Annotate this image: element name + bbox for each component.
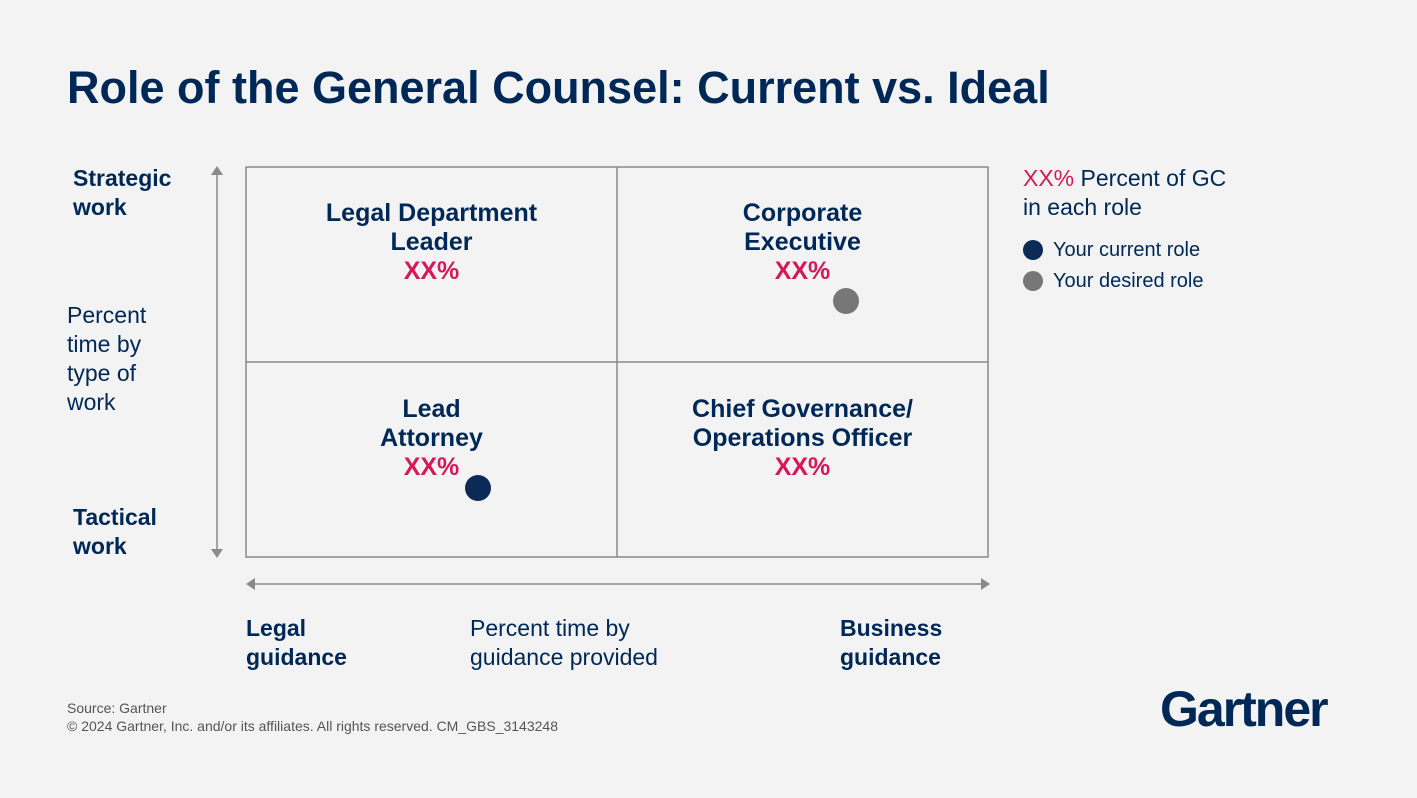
y-top: Strategic work [73,164,171,222]
text: Corporate [742,199,863,227]
text: type of [67,360,137,386]
legend-item: Your desired role [1053,270,1204,292]
text: work [73,194,127,220]
text: guidance [246,644,347,670]
desired-dot [833,288,859,314]
x-left: Legal guidance [246,614,347,672]
percent: XX% [403,257,460,285]
text: time by [67,331,142,357]
percent: XX% [774,453,831,481]
quadrant: Legal Department Leader XX% [246,199,617,286]
text: Lead [402,395,461,423]
percent: XX% [774,257,831,285]
text: work [67,389,116,415]
text: Legal Department [325,199,538,227]
text: Attorney [380,424,483,452]
x-right: Business guidance [840,614,942,672]
title: Role of the General Counsel: Current vs.… [67,62,1050,113]
legend-key: XX% Percent of GC in each role [1023,164,1226,222]
arrow-head [211,549,223,558]
text: Percent of GC [1080,165,1227,191]
quadrant: Lead Attorney XX% [246,395,617,482]
text: guidance [840,644,941,670]
text: Percent [67,302,147,328]
text: Strategic [73,165,172,191]
percent: XX% [403,453,460,481]
text: Legal [246,615,307,641]
text: Chief Governance/ [692,395,913,423]
text: Executive [744,228,861,256]
quadrant: Chief Governance/Operations Officer XX% [617,395,988,482]
text: in each role [1023,194,1142,220]
source: Source: Gartner [67,700,167,716]
logo: Gartner [1160,681,1329,737]
text: Percent time by [470,615,630,641]
legend-item: Your current role [1053,239,1201,261]
y-label: Percent time by type of work [67,301,146,417]
arrow-head [981,578,990,590]
arrow-head [246,578,255,590]
text: Operations Officer [692,424,913,452]
text: Business [840,615,943,641]
text: XX% [1023,165,1075,191]
y-bottom: Tactical work [73,503,157,561]
arrow-head [211,166,223,175]
text: Tactical [73,504,157,530]
text: Leader [390,228,473,256]
text: work [73,533,127,559]
text: guidance provided [470,644,658,670]
legend-dot [1023,271,1043,291]
current-dot [465,475,491,501]
quadrant: Corporate Executive XX% [617,199,988,286]
x-label: Percent time by guidance provided [470,614,658,672]
copyright: © 2024 Gartner, Inc. and/or its affiliat… [67,718,558,734]
legend-dot [1023,240,1043,260]
